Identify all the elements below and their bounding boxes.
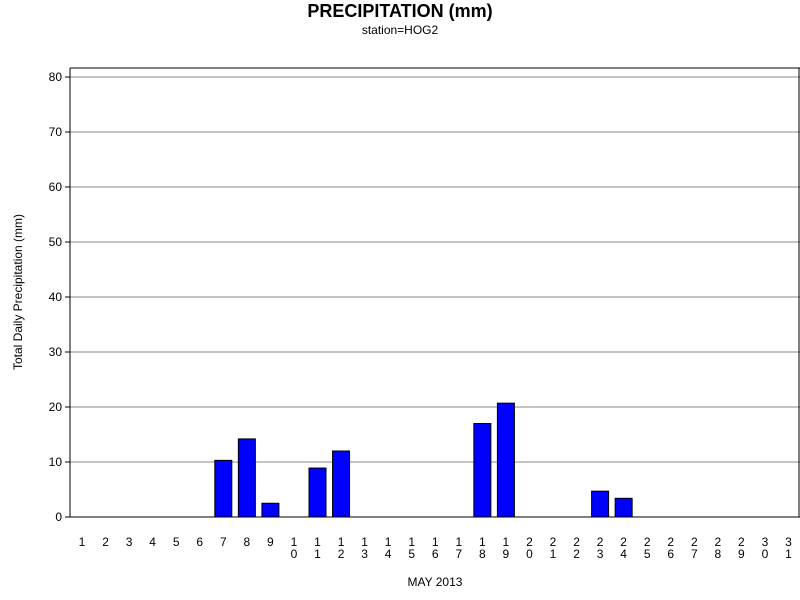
y-tick-label: 40 xyxy=(49,290,63,304)
bar xyxy=(308,467,327,518)
y-tick-label: 80 xyxy=(49,70,63,84)
y-tick-label: 70 xyxy=(49,125,63,139)
x-tick-label: 7 xyxy=(220,535,227,549)
gridlines xyxy=(70,76,800,463)
y-tick-label: 50 xyxy=(49,235,63,249)
y-tick-label: 10 xyxy=(49,455,63,469)
x-ticks: 1 2 3 4 5 6 7 8 9 1 01 11 21 31 41 51 61 71 81 92 02 12 22 32 42… xyxy=(79,535,793,561)
x-tick-label: 2 xyxy=(102,535,109,549)
bar xyxy=(332,450,351,518)
chart-subtitle: station=HOG2 xyxy=(361,23,439,37)
y-tick-label: 0 xyxy=(55,510,62,524)
y-tick-label: 60 xyxy=(49,180,63,194)
bar xyxy=(261,502,280,518)
x-tick-label: 5 xyxy=(173,535,180,549)
bar xyxy=(473,423,492,518)
bar xyxy=(496,402,515,518)
y-tick-label: 30 xyxy=(49,345,63,359)
axes xyxy=(69,67,800,518)
chart-title: PRECIPITATION (mm) xyxy=(307,1,493,21)
y-ticks: 0 10 20 30 40 50 60 70 80 xyxy=(49,70,70,524)
bar xyxy=(591,490,610,518)
x-tick-label: 4 xyxy=(149,535,156,549)
x-tick-label: 3 xyxy=(126,535,133,549)
bars xyxy=(214,402,633,518)
y-tick-label: 20 xyxy=(49,400,63,414)
x-tick-label: 1 xyxy=(79,535,86,549)
x-tick-label: 8 xyxy=(244,535,251,549)
x-tick-label: 6 xyxy=(196,535,203,549)
x-tick-label: 9 xyxy=(267,535,274,549)
y-axis-title: Total Daily Precipitation (mm) xyxy=(11,214,25,370)
bar xyxy=(237,438,256,518)
bar xyxy=(214,459,233,518)
x-axis-title: MAY 2013 xyxy=(408,575,463,589)
bar xyxy=(614,497,633,518)
